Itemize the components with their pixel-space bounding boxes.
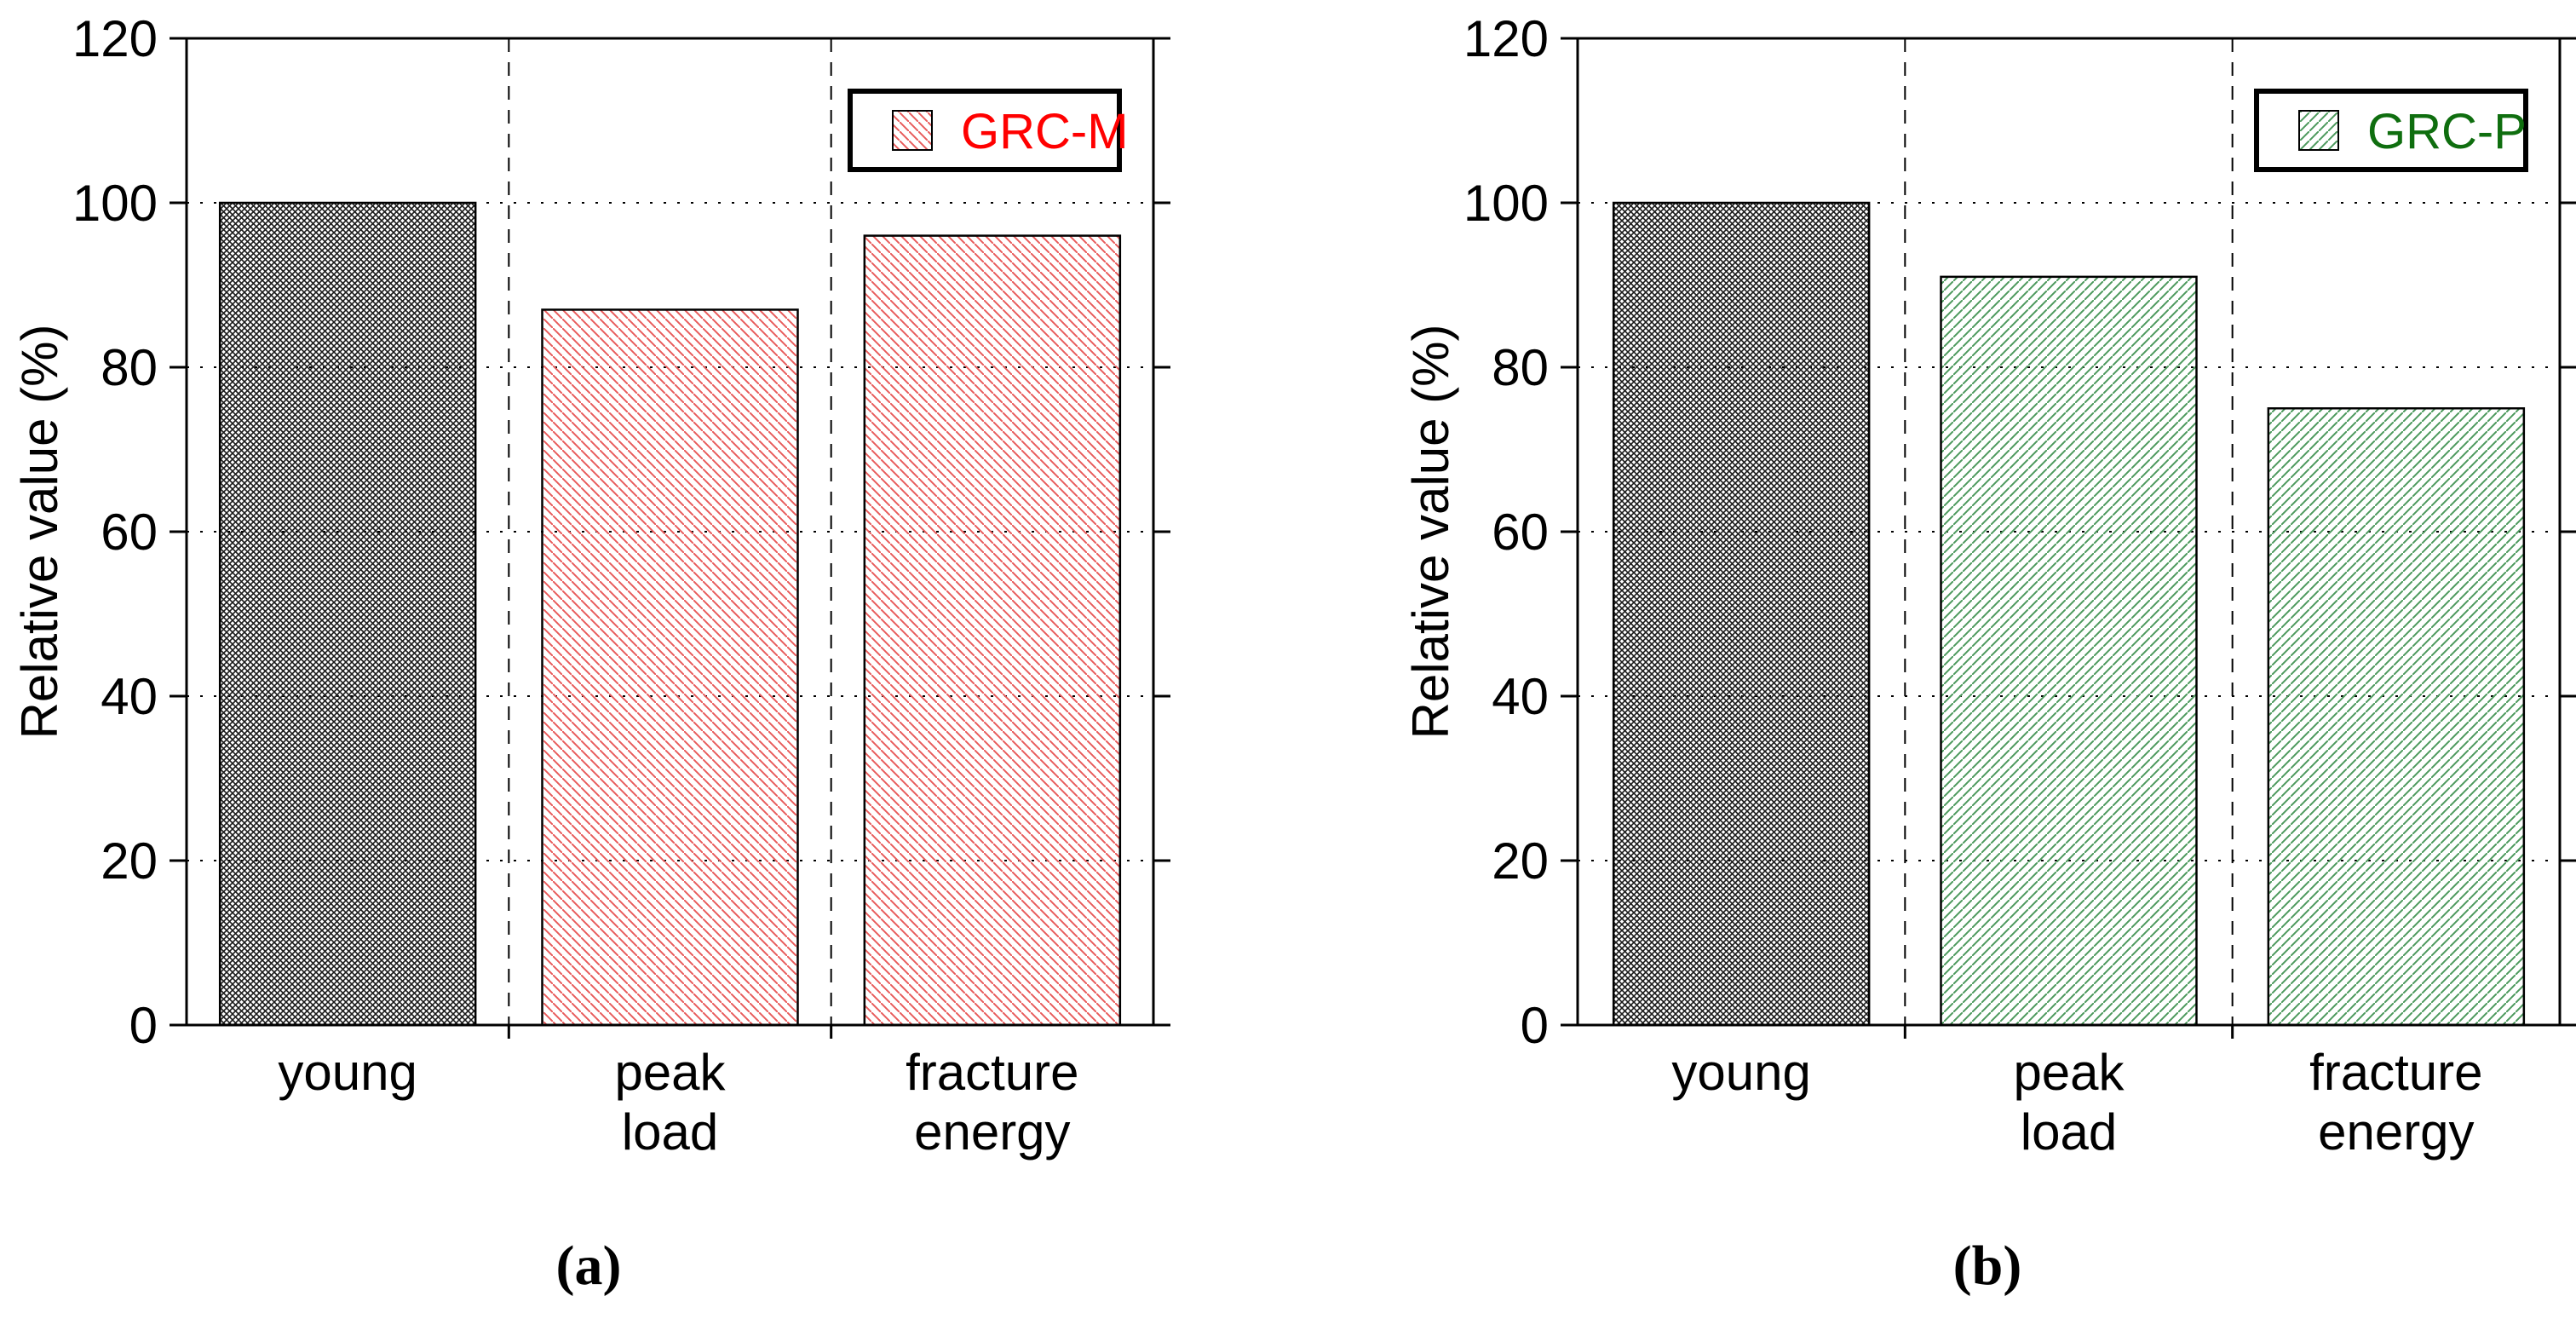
y-tick-labels: 0 20 40 60 80 100 120 xyxy=(1463,10,1549,1054)
axis-ticks xyxy=(170,37,1170,1039)
legend: GRC-P xyxy=(2254,89,2528,172)
x-tick-label: fracture xyxy=(906,1044,1078,1101)
y-tick-label: 20 xyxy=(101,832,158,890)
y-tick-label: 100 xyxy=(1463,175,1549,232)
chart-panel-b: 0 20 40 60 80 100 120 Relative value (%) young pe… xyxy=(1288,0,2576,1319)
y-axis-title: Relative value (%) xyxy=(1402,325,1459,740)
panel-caption-a: (a) xyxy=(555,1235,622,1297)
chart-panel-a: 0 20 40 60 80 100 120 Relative value (%) young pe… xyxy=(11,10,1170,1297)
y-tick-labels: 0 20 40 60 80 100 120 xyxy=(72,10,158,1054)
bars xyxy=(218,201,1122,1027)
y-axis-title: Relative value (%) xyxy=(11,325,68,740)
bar-chart-grc-p: 0 20 40 60 80 100 120 Relative value (%) young pe… xyxy=(1402,10,2576,1161)
y-tick-label: 80 xyxy=(1492,339,1549,396)
x-tick-label: fracture xyxy=(2309,1044,2482,1101)
bars xyxy=(1612,201,2526,1027)
y-tick-label: 120 xyxy=(72,10,158,67)
legend: GRC-M xyxy=(848,89,1129,172)
bar-peak-load xyxy=(541,308,799,1027)
y-tick-label: 40 xyxy=(1492,668,1549,725)
y-tick-label: 60 xyxy=(101,504,158,561)
y-tick-label: 40 xyxy=(101,668,158,725)
bar-fracture-energy xyxy=(2267,407,2526,1027)
legend-label: GRC-M xyxy=(961,104,1129,159)
legend-swatch xyxy=(892,110,933,151)
panel-caption-b: (b) xyxy=(1952,1235,2022,1297)
x-tick-label: load xyxy=(2021,1103,2117,1161)
y-tick-label: 100 xyxy=(72,175,158,232)
axis-ticks xyxy=(1561,37,2576,1039)
x-tick-label: young xyxy=(278,1044,417,1101)
x-tick-label: load xyxy=(622,1103,718,1161)
y-tick-label: 20 xyxy=(1492,832,1549,890)
y-tick-label: 0 xyxy=(129,997,158,1054)
bar-fracture-energy xyxy=(863,234,1122,1027)
bar-young xyxy=(218,201,477,1027)
y-tick-label: 120 xyxy=(1463,10,1549,67)
y-tick-label: 0 xyxy=(1521,997,1549,1054)
bar-chart-grc-m: 0 20 40 60 80 100 120 Relative value (%) young pe… xyxy=(11,10,1170,1161)
bar-young xyxy=(1612,201,1871,1027)
x-tick-label: peak xyxy=(614,1044,726,1101)
legend-label: GRC-P xyxy=(2367,104,2527,159)
x-tick-label: young xyxy=(1671,1044,1810,1101)
x-tick-label: energy xyxy=(914,1103,1070,1161)
x-tick-label: energy xyxy=(2318,1103,2474,1161)
x-tick-label: peak xyxy=(2013,1044,2125,1101)
y-tick-label: 80 xyxy=(101,339,158,396)
y-tick-label: 60 xyxy=(1492,504,1549,561)
bar-peak-load xyxy=(1940,275,2198,1027)
legend-swatch xyxy=(2298,110,2339,151)
